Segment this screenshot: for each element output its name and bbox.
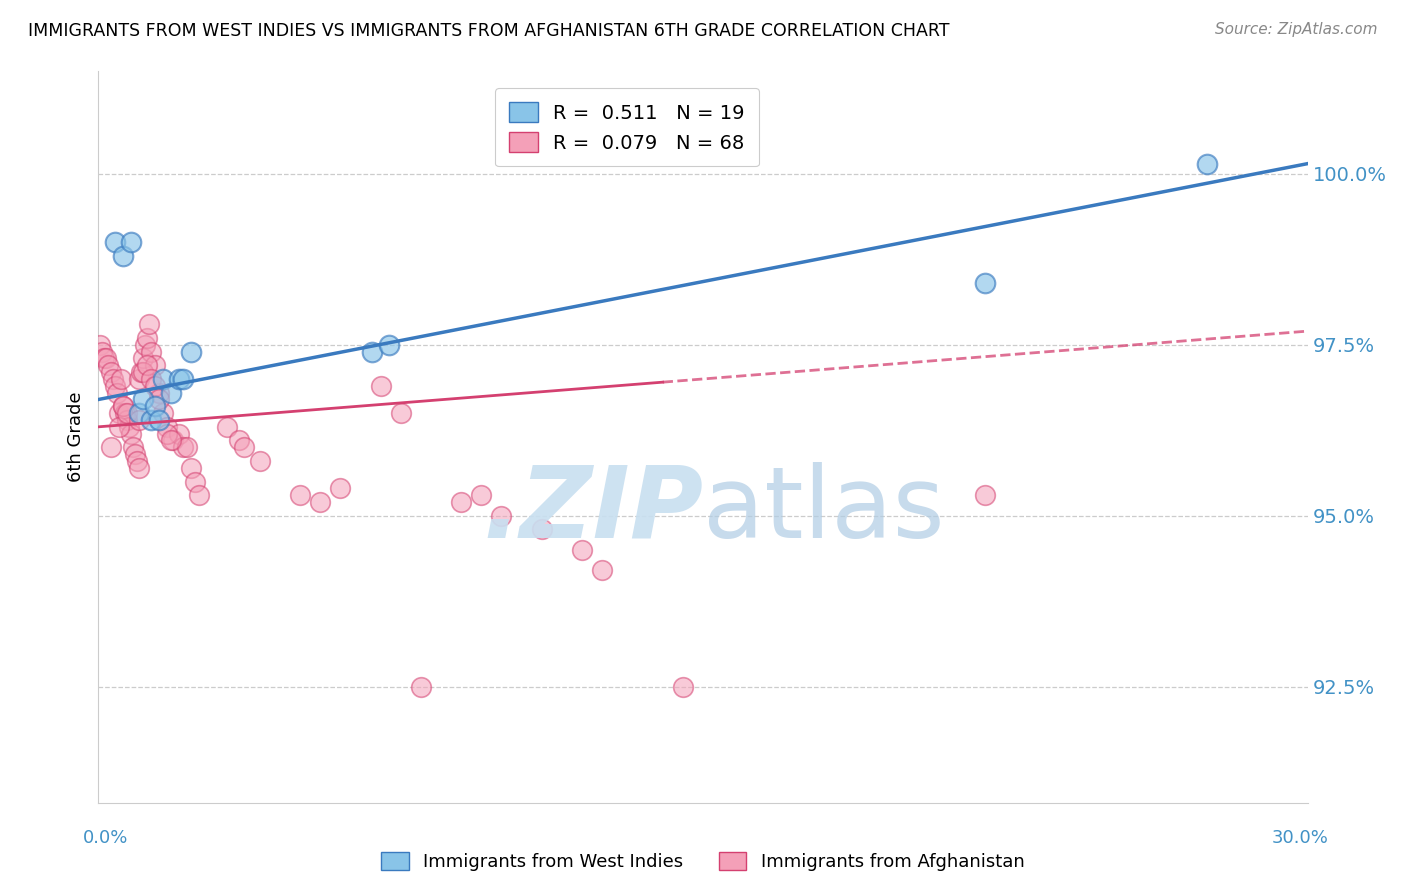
Point [138,318,160,332]
Point [188,488,211,502]
Point [128,460,150,475]
Point [96,351,118,366]
Point [232,440,254,454]
Point [370,379,392,393]
Point [143,379,166,393]
Text: IMMIGRANTS FROM WEST INDIES VS IMMIGRANTS FROM AFGHANISTAN 6TH GRADE CORRELATION: IMMIGRANTS FROM WEST INDIES VS IMMIGRANT… [28,22,949,40]
Point [135,331,157,345]
Point [152,406,174,420]
Point [450,495,472,509]
Point [180,344,202,359]
Point [156,426,179,441]
Point [160,434,183,448]
Point [111,400,134,414]
Point [172,372,194,386]
Point [309,495,332,509]
Point [115,406,138,420]
Point [128,413,150,427]
Point [128,406,150,420]
Point [162,434,184,448]
Text: atlas: atlas [703,462,945,558]
Point [121,440,143,454]
Point [120,235,142,250]
Point [132,365,155,379]
Point [389,406,412,420]
Point [228,434,250,448]
Point [148,392,170,407]
Point [111,249,134,263]
Point [125,454,148,468]
Point [128,372,150,386]
Point [470,488,492,502]
Point [176,440,198,454]
Point [329,481,352,495]
Point [152,372,174,386]
Legend: Immigrants from West Indies, Immigrants from Afghanistan: Immigrants from West Indies, Immigrants … [374,845,1032,879]
Point [139,344,162,359]
Point [118,420,141,434]
Point [143,359,166,373]
Point [172,440,194,454]
Point [101,372,124,386]
Point [100,365,122,379]
Point [217,420,239,434]
Point [148,413,170,427]
Point [114,406,136,420]
Text: Source: ZipAtlas.com: Source: ZipAtlas.com [1215,22,1378,37]
Point [103,235,125,250]
Point [120,426,142,441]
Point [249,454,271,468]
Point [89,338,111,352]
Point [288,488,311,502]
Point [143,400,166,414]
Point [156,420,179,434]
Point [111,400,134,414]
Point [184,475,207,489]
Point [1195,156,1218,170]
Point [115,413,138,427]
Point [139,372,162,386]
Point [91,344,114,359]
Point [571,542,593,557]
Point [134,338,156,352]
Point [180,460,202,475]
Point [377,338,399,352]
Point [110,372,132,386]
Point [129,365,152,379]
Point [135,359,157,373]
Point [97,359,120,373]
Text: 30.0%: 30.0% [1272,829,1329,847]
Point [167,372,190,386]
Point [132,351,155,366]
Text: .ZIP: .ZIP [482,462,703,558]
Point [409,680,432,694]
Point [148,385,170,400]
Text: 0.0%: 0.0% [83,829,128,847]
Point [530,522,553,536]
Point [132,392,155,407]
Legend: R =  0.511   N = 19, R =  0.079   N = 68: R = 0.511 N = 19, R = 0.079 N = 68 [495,88,758,167]
Point [160,385,183,400]
Point [107,420,129,434]
Point [107,406,129,420]
Point [100,440,122,454]
Point [103,379,125,393]
Point [672,680,695,694]
Point [124,447,146,461]
Point [139,413,162,427]
Point [93,351,115,366]
Point [361,344,384,359]
Point [974,277,997,291]
Point [167,426,190,441]
Y-axis label: 6th Grade: 6th Grade [67,392,86,483]
Point [591,563,613,577]
Point [105,385,128,400]
Point [974,488,997,502]
Point [491,508,513,523]
